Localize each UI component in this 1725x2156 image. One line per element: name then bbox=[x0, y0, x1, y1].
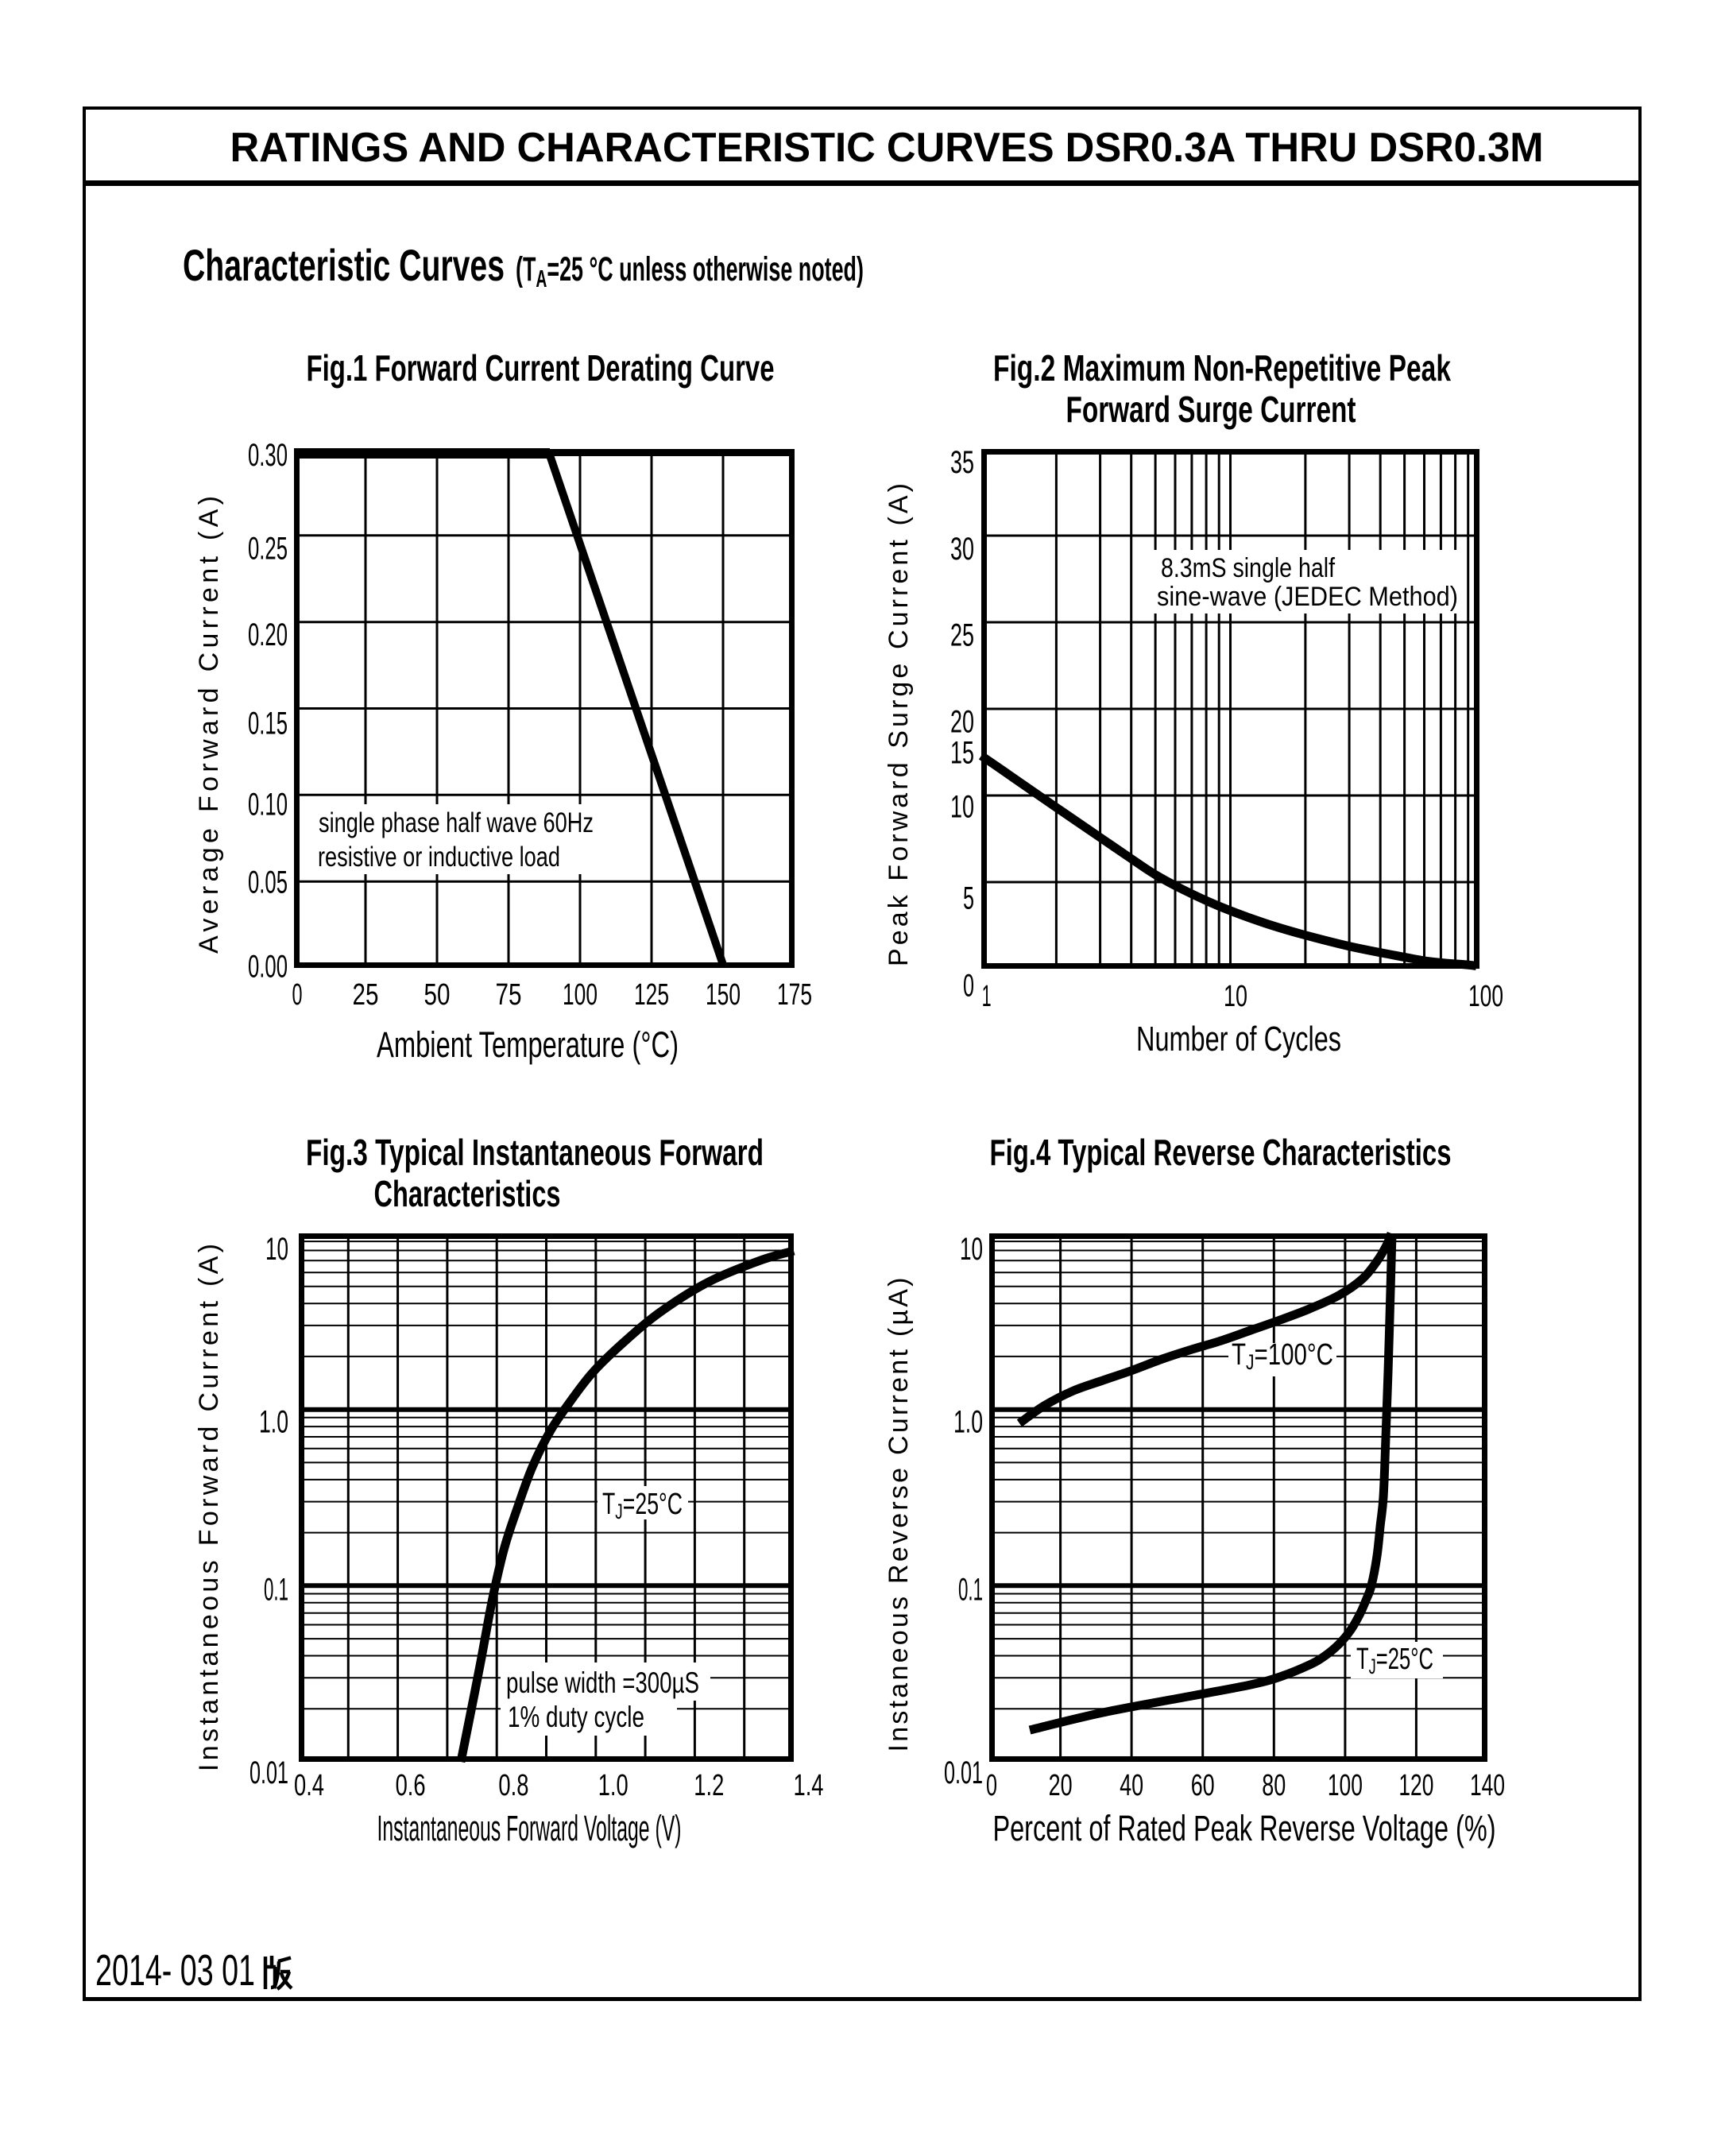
svg-text:5: 5 bbox=[963, 881, 974, 916]
svg-text:140: 140 bbox=[1470, 1769, 1505, 1802]
svg-text:1% duty cycle: 1% duty cycle bbox=[508, 1701, 644, 1733]
svg-text:40: 40 bbox=[1120, 1769, 1143, 1802]
svg-text:Instaneous Reverse Current (µA: Instaneous Reverse Current (µA) bbox=[884, 1278, 914, 1752]
svg-text:TJ=25°C: TJ=25°C bbox=[1356, 1642, 1433, 1678]
svg-text:Forward Surge Current: Forward Surge Current bbox=[1066, 389, 1356, 430]
svg-text:0.10: 0.10 bbox=[248, 788, 288, 823]
svg-text:Instantaneous Forward Current: Instantaneous Forward Current (A) bbox=[194, 1244, 224, 1771]
svg-text:100: 100 bbox=[1468, 980, 1503, 1013]
svg-text:0: 0 bbox=[963, 969, 974, 1004]
svg-text:80: 80 bbox=[1262, 1769, 1286, 1802]
svg-text:Fig.4 Typical Reverse Characte: Fig.4 Typical Reverse Characteristics bbox=[990, 1132, 1452, 1173]
svg-text:resistive or inductive load: resistive or inductive load bbox=[318, 842, 560, 873]
svg-text:Characteristic Curves: Characteristic Curves bbox=[183, 240, 505, 290]
svg-text:0.4: 0.4 bbox=[294, 1769, 324, 1802]
svg-text:10: 10 bbox=[960, 1232, 983, 1267]
svg-text:RATINGS AND CHARACTERISTIC CUR: RATINGS AND CHARACTERISTIC CURVES DSR0.3… bbox=[230, 125, 1544, 171]
svg-text:1.0: 1.0 bbox=[598, 1769, 629, 1802]
svg-text:75: 75 bbox=[496, 978, 522, 1012]
svg-text:Peak Forward Surge Current (A): Peak Forward Surge Current (A) bbox=[884, 483, 914, 966]
svg-text:175: 175 bbox=[777, 978, 812, 1012]
svg-text:20: 20 bbox=[1049, 1769, 1073, 1802]
svg-text:35: 35 bbox=[950, 445, 974, 480]
svg-text:15: 15 bbox=[950, 735, 974, 770]
svg-text:Fig.3 Typical Instantaneous Fo: Fig.3 Typical Instantaneous Forward bbox=[306, 1132, 764, 1173]
svg-text:1.0: 1.0 bbox=[259, 1405, 288, 1440]
svg-text:1.0: 1.0 bbox=[953, 1405, 983, 1440]
svg-text:60: 60 bbox=[1191, 1769, 1215, 1802]
svg-text:125: 125 bbox=[634, 978, 669, 1012]
svg-text:Average Forward Current (A): Average Forward Current (A) bbox=[194, 496, 224, 954]
svg-text:0.25: 0.25 bbox=[248, 532, 288, 567]
svg-text:25: 25 bbox=[950, 618, 974, 653]
svg-text:8.3mS single half: 8.3mS single half bbox=[1161, 553, 1335, 583]
svg-text:0: 0 bbox=[986, 1769, 997, 1802]
svg-text:100: 100 bbox=[1328, 1769, 1363, 1802]
svg-text:0.01: 0.01 bbox=[944, 1755, 983, 1790]
svg-text:0.00: 0.00 bbox=[248, 950, 288, 985]
svg-text:Number of Cycles: Number of Cycles bbox=[1136, 1020, 1341, 1059]
svg-text:50: 50 bbox=[424, 978, 451, 1012]
svg-text:Fig.2 Maximum Non-Repetitive P: Fig.2 Maximum Non-Repetitive Peak bbox=[993, 347, 1451, 389]
svg-text:1: 1 bbox=[982, 980, 992, 1013]
svg-text:150: 150 bbox=[706, 978, 741, 1012]
svg-text:100: 100 bbox=[563, 978, 598, 1012]
svg-text:0.8: 0.8 bbox=[498, 1769, 528, 1802]
svg-text:0.1: 0.1 bbox=[958, 1573, 983, 1608]
svg-text:0: 0 bbox=[292, 978, 303, 1012]
svg-text:Ambient Temperature (°C): Ambient Temperature (°C) bbox=[377, 1024, 679, 1065]
svg-text:1.2: 1.2 bbox=[694, 1769, 724, 1802]
svg-text:10: 10 bbox=[1224, 980, 1247, 1013]
svg-text:0.15: 0.15 bbox=[248, 706, 288, 741]
svg-text:0.30: 0.30 bbox=[248, 438, 288, 473]
svg-text:25: 25 bbox=[353, 978, 379, 1012]
svg-text:30: 30 bbox=[950, 532, 974, 567]
svg-text:10: 10 bbox=[950, 789, 974, 824]
svg-text:sine-wave (JEDEC Method): sine-wave (JEDEC Method) bbox=[1157, 582, 1458, 612]
svg-text:10: 10 bbox=[265, 1232, 288, 1267]
svg-text:0.05: 0.05 bbox=[248, 865, 288, 900]
svg-text:Instantaneous Forward Voltage: Instantaneous Forward Voltage (V) bbox=[377, 1808, 682, 1848]
svg-text:2014- 03 01: 2014- 03 01 bbox=[95, 1945, 255, 1995]
svg-text:pulse width =300µS: pulse width =300µS bbox=[506, 1666, 699, 1699]
svg-text:0.20: 0.20 bbox=[248, 617, 288, 652]
svg-text:0.6: 0.6 bbox=[396, 1769, 426, 1802]
svg-text:(TA=25 °C unless otherwise not: (TA=25 °C unless otherwise noted) bbox=[516, 250, 864, 293]
svg-text:Percent of Rated Peak Reverse: Percent of Rated Peak Reverse Voltage (%… bbox=[993, 1808, 1496, 1848]
svg-text:0.01: 0.01 bbox=[249, 1755, 288, 1790]
svg-text:Fig.1 Forward Current Derating: Fig.1 Forward Current Derating Curve bbox=[307, 347, 775, 389]
svg-text:20: 20 bbox=[950, 704, 974, 739]
svg-text:1.4: 1.4 bbox=[794, 1769, 824, 1802]
svg-text:Characteristics: Characteristics bbox=[374, 1173, 561, 1214]
svg-text:TJ=100°C: TJ=100°C bbox=[1232, 1337, 1333, 1374]
svg-text:120: 120 bbox=[1398, 1769, 1433, 1802]
svg-text:single phase half wave 60Hz: single phase half wave 60Hz bbox=[319, 807, 594, 838]
svg-text:0.1: 0.1 bbox=[264, 1573, 288, 1608]
svg-text:TJ=25°C: TJ=25°C bbox=[602, 1486, 683, 1523]
